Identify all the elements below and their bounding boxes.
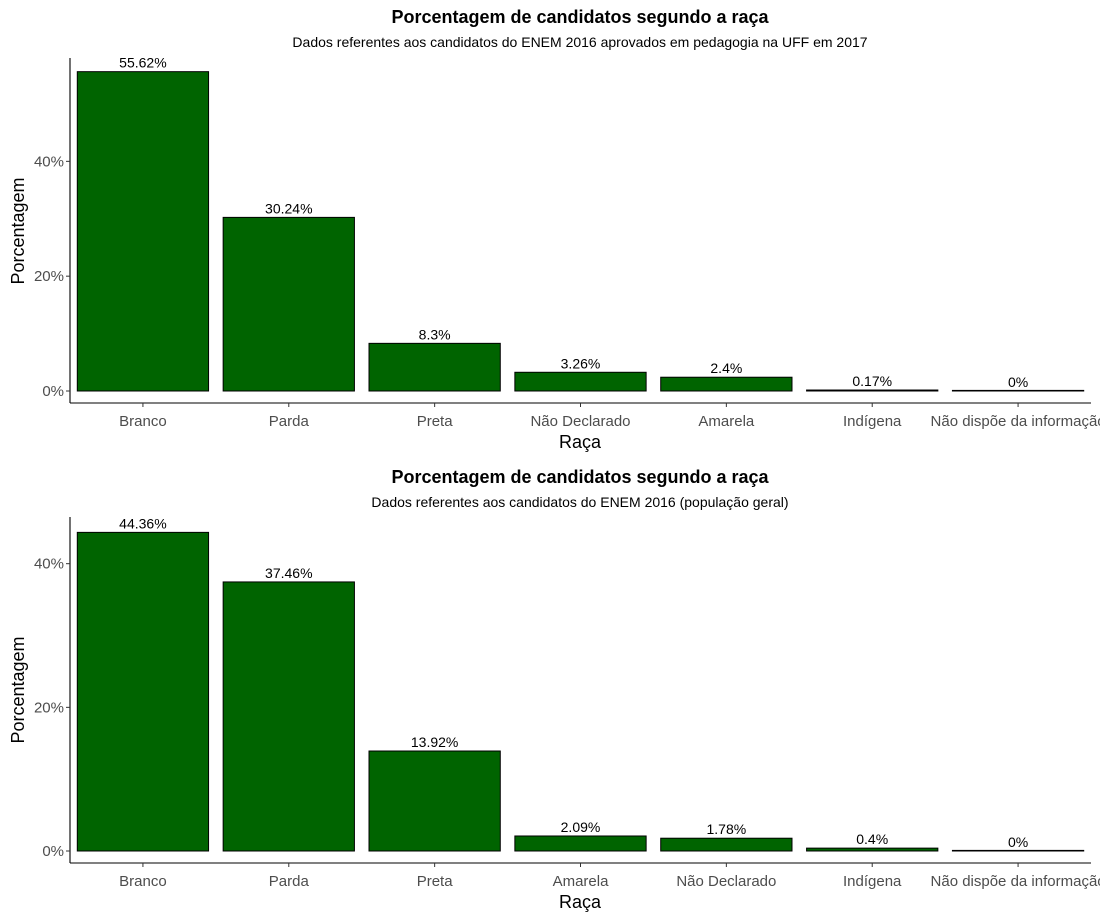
chart-subtitle: Dados referentes aos candidatos do ENEM …: [371, 494, 788, 510]
y-axis-title: Porcentagem: [8, 636, 28, 743]
y-tick-label: 40%: [34, 556, 64, 573]
x-tick-label: Não dispõe da informação: [931, 873, 1100, 890]
x-tick-label: Não Declarado: [530, 413, 630, 430]
data-label: 13.92%: [411, 734, 458, 750]
x-tick-label: Amarela: [553, 873, 610, 890]
data-label: 2.09%: [561, 819, 601, 835]
bar: [222, 216, 355, 392]
y-tick-label: 0%: [42, 843, 64, 860]
x-tick-label: Preta: [417, 413, 454, 430]
data-label: 0.4%: [856, 831, 888, 847]
x-axis-title: Raça: [559, 432, 602, 452]
bar: [368, 342, 501, 392]
x-tick-label: Branco: [119, 413, 167, 430]
data-label: 44.36%: [119, 515, 166, 531]
plot-area: 0% 20% 40% 44.36% Branco 37.46% Parda 13.92% Pre…: [34, 515, 1100, 890]
x-tick-label: Parda: [269, 413, 310, 430]
x-tick-label: Parda: [269, 873, 310, 890]
data-label: 0.17%: [852, 373, 892, 389]
bar: [951, 389, 1085, 392]
x-tick-label: Indígena: [843, 873, 902, 890]
bar: [951, 849, 1085, 852]
x-tick-label: Amarela: [698, 413, 755, 430]
data-label: 0%: [1008, 834, 1028, 850]
chart-panel-top: Porcentagem de candidatos segundo a raça…: [8, 7, 1100, 452]
bar: [806, 847, 939, 852]
data-label: 30.24%: [265, 200, 312, 216]
data-label: 3.26%: [561, 355, 601, 371]
y-axis-title: Porcentagem: [8, 177, 28, 284]
chart-title: Porcentagem de candidatos segundo a raça: [391, 7, 769, 27]
x-tick-label: Preta: [417, 873, 454, 890]
bar: [514, 835, 647, 852]
plot-area: 0% 20% 40% 55.62% Branco 30.24% Parda 8.3% Preta…: [34, 55, 1100, 430]
x-tick-label: Não Declarado: [676, 873, 776, 890]
y-tick-label: 20%: [34, 699, 64, 716]
data-label: 1.78%: [707, 821, 747, 837]
data-label: 0%: [1008, 374, 1028, 390]
x-axis-title: Raça: [559, 892, 602, 912]
bar: [660, 837, 793, 852]
bar: [368, 750, 501, 852]
y-tick-label: 0%: [42, 383, 64, 400]
chart-subtitle: Dados referentes aos candidatos do ENEM …: [292, 34, 867, 50]
bar: [660, 376, 793, 392]
bar: [514, 371, 647, 392]
bar: [76, 531, 210, 852]
data-label: 55.62%: [119, 55, 166, 71]
bar: [76, 71, 210, 392]
x-tick-label: Indígena: [843, 413, 902, 430]
y-tick-label: 20%: [34, 268, 64, 285]
data-label: 2.4%: [710, 360, 742, 376]
data-label: 8.3%: [419, 326, 451, 342]
chart-title: Porcentagem de candidatos segundo a raça: [391, 467, 769, 487]
y-tick-label: 40%: [34, 153, 64, 170]
bar: [222, 581, 355, 852]
chart-panel-bottom: Porcentagem de candidatos segundo a raça…: [8, 467, 1100, 912]
bar: [806, 389, 939, 392]
data-label: 37.46%: [265, 565, 312, 581]
x-tick-label: Não dispõe da informação: [931, 413, 1100, 430]
x-tick-label: Branco: [119, 873, 167, 890]
